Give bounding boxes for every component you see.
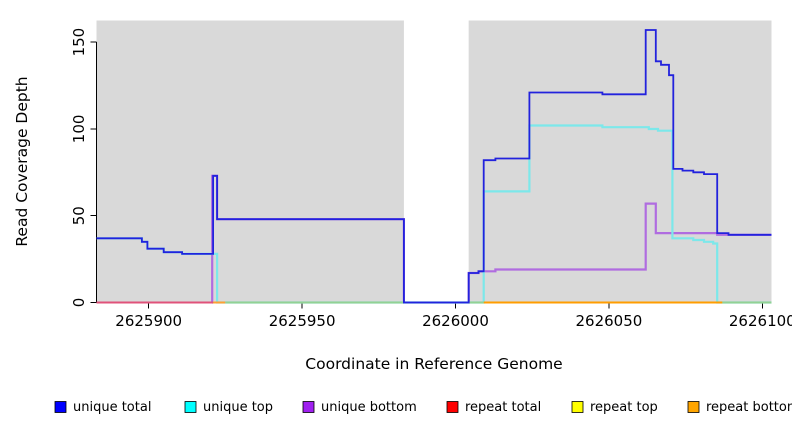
legend-label-repeat-total: repeat total [465, 400, 541, 415]
legend-item-unique-total: unique total [54, 400, 151, 415]
legend-item-unique-top: unique top [184, 400, 273, 415]
legend-item-repeat-bottom: repeat bottom [687, 400, 792, 415]
legend-swatch-unique-total [54, 401, 67, 413]
plot-layer [90, 20, 772, 309]
x-tick-label-4: 2626100 [729, 312, 792, 330]
legend-label-repeat-top: repeat top [590, 400, 658, 415]
legend-swatch-unique-top [184, 401, 197, 413]
y-tick-label-1: 50 [70, 206, 88, 225]
x-tick-label-2: 2626000 [422, 312, 489, 330]
x-tick-label-1: 2625950 [269, 312, 336, 330]
x-axis-title: Coordinate in Reference Genome [305, 355, 562, 373]
legend-label-unique-total: unique total [73, 400, 151, 415]
masked-region [403, 20, 469, 303]
series-unique-total-line [96, 29, 772, 304]
y-axis-tick-labels: 0 50 100 150 [70, 28, 88, 307]
y-tick-label-2: 100 [70, 115, 88, 144]
x-axis-tick-labels: 2625900 2625950 2626000 2626050 2626100 [115, 312, 792, 330]
legend-swatch-repeat-total [446, 401, 459, 413]
y-tick-label-0: 0 [70, 298, 88, 308]
legend-label-repeat-bottom: repeat bottom [706, 400, 792, 415]
x-tick-label-0: 2625900 [115, 312, 182, 330]
legend-swatch-repeat-bottom [687, 401, 700, 413]
legend-item-repeat-top: repeat top [571, 400, 658, 415]
x-tick-label-3: 2626050 [575, 312, 642, 330]
legend: unique total unique top unique bottom re… [54, 400, 792, 415]
legend-label-unique-top: unique top [203, 400, 273, 415]
legend-swatch-unique-bottom [302, 401, 315, 413]
legend-item-repeat-total: repeat total [446, 400, 541, 415]
legend-item-unique-bottom: unique bottom [302, 400, 417, 415]
legend-swatch-repeat-top [571, 401, 584, 413]
legend-label-unique-bottom: unique bottom [321, 400, 417, 415]
y-axis-title: Read Coverage Depth [13, 76, 31, 246]
y-tick-label-3: 150 [70, 28, 88, 57]
